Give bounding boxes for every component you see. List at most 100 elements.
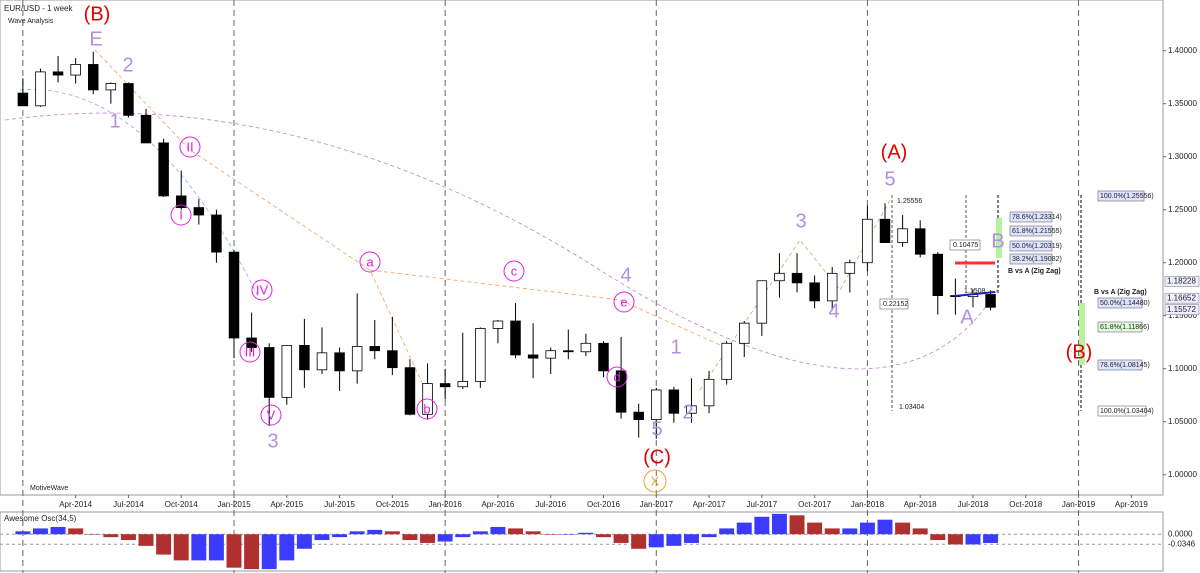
x-tick-label: Apr-2017	[693, 500, 726, 509]
candle-body	[914, 228, 926, 255]
osc-bar	[50, 526, 66, 535]
wave-label: b	[423, 401, 430, 416]
wave-label: 2	[682, 401, 693, 423]
osc-bar	[631, 534, 647, 549]
osc-bar	[15, 531, 31, 535]
candle-body	[387, 350, 398, 369]
y-tick-label: 1.00000	[1168, 470, 1197, 479]
osc-bar	[701, 534, 717, 538]
y-tick-label: 1.35000	[1168, 99, 1197, 108]
osc-bar	[965, 534, 981, 545]
x-tick-label: Jul-2014	[113, 500, 144, 509]
osc-bar	[384, 531, 400, 535]
osc-bar	[173, 534, 189, 561]
osc-bar	[420, 534, 436, 543]
price-box	[1164, 276, 1200, 287]
candle-body	[739, 322, 750, 344]
wave-label: (A)	[881, 141, 908, 163]
wave-label: 2	[122, 54, 133, 76]
osc-bar	[754, 516, 770, 535]
osc-bar	[525, 531, 541, 535]
candle-body	[756, 280, 768, 324]
candle-body	[703, 378, 715, 407]
candle-body	[228, 251, 240, 339]
osc-title: Awesome Osc(34,5)	[4, 514, 77, 523]
x-tick-label: Oct-2014	[165, 500, 198, 509]
x-tick-label: Oct-2017	[798, 500, 831, 509]
fib-label: 61.8%(1.21555)	[1012, 228, 1062, 235]
fib-box	[949, 239, 981, 251]
candle-body	[35, 71, 46, 107]
osc-bar	[596, 534, 611, 538]
fib-label: 1.1508	[964, 288, 986, 295]
x-tick-label: Jan-2017	[640, 500, 674, 509]
candle-body	[316, 352, 328, 371]
osc-bar	[367, 529, 383, 535]
candle-body	[351, 346, 363, 372]
wave-label: 1	[109, 110, 120, 132]
candle-body	[175, 195, 187, 208]
wave-label: I	[179, 207, 183, 222]
osc-bar	[32, 528, 48, 535]
fib-label: 50.0%(1.20319)	[1012, 243, 1062, 250]
x-tick-label: Jan-2016	[428, 500, 462, 509]
candle-body	[633, 411, 644, 421]
osc-bar	[560, 534, 576, 535]
osc-bar	[138, 534, 154, 546]
osc-bar	[208, 534, 224, 561]
fib-label: 100.0%(1.25556)	[1100, 193, 1154, 200]
osc-bar	[85, 534, 101, 535]
candle-body	[123, 83, 134, 116]
y-tick-label: 1.10000	[1168, 364, 1197, 373]
osc-bar	[736, 522, 752, 535]
osc-bar	[666, 534, 682, 546]
osc-bar	[244, 534, 260, 570]
wave-label: (B)	[1066, 341, 1093, 363]
wave-label: E	[89, 28, 102, 50]
fib-label: B vs A (Zig Zag)	[1008, 268, 1061, 275]
fib-box	[1009, 253, 1053, 265]
fib-label: 0.22152	[883, 301, 908, 308]
wave-label: 4	[828, 300, 839, 322]
candle-body	[492, 320, 504, 329]
osc-bar	[120, 534, 136, 541]
x-tick-label: Jul-2015	[324, 500, 355, 509]
osc-bar	[226, 534, 242, 568]
candle-body	[193, 207, 205, 216]
osc-bar	[156, 534, 172, 555]
wave-label: (B)	[84, 3, 111, 25]
osc-bar	[613, 534, 629, 543]
osc-bar	[789, 515, 805, 535]
candle-body	[879, 218, 891, 243]
wave-label: III	[245, 344, 256, 359]
osc-bar	[983, 534, 999, 543]
osc-bar	[68, 528, 84, 535]
candle-body	[686, 405, 697, 414]
candles	[17, 51, 996, 439]
fib-label: 1.03404	[899, 404, 924, 411]
candle-body	[809, 282, 820, 302]
candle-body	[140, 114, 152, 144]
fib-label: 78.6%(1.08145)	[1100, 362, 1150, 369]
candle-body	[510, 320, 521, 356]
osc-tick-label: -0.0346	[1168, 539, 1196, 548]
price-box	[1164, 292, 1200, 304]
osc-bar	[508, 528, 523, 535]
wave-label: d	[613, 369, 620, 384]
candle-body	[263, 347, 275, 398]
fib-box	[1009, 211, 1053, 223]
x-tick-label: Oct-2016	[587, 500, 620, 509]
candle-body	[369, 346, 381, 352]
wave-label: 5	[651, 418, 662, 440]
fib-label: 1.25556	[897, 198, 922, 205]
footer: MotiveWave	[30, 485, 68, 492]
wave-label: a	[366, 254, 374, 269]
wave-label: X	[651, 473, 660, 488]
osc-bar	[859, 522, 875, 535]
osc-bar	[842, 528, 858, 535]
candle-body	[105, 83, 117, 91]
price-label: 1.18228	[1167, 277, 1196, 286]
osc-bar	[683, 534, 699, 543]
wave-label: 3	[267, 430, 278, 452]
osc-bar	[332, 534, 348, 538]
